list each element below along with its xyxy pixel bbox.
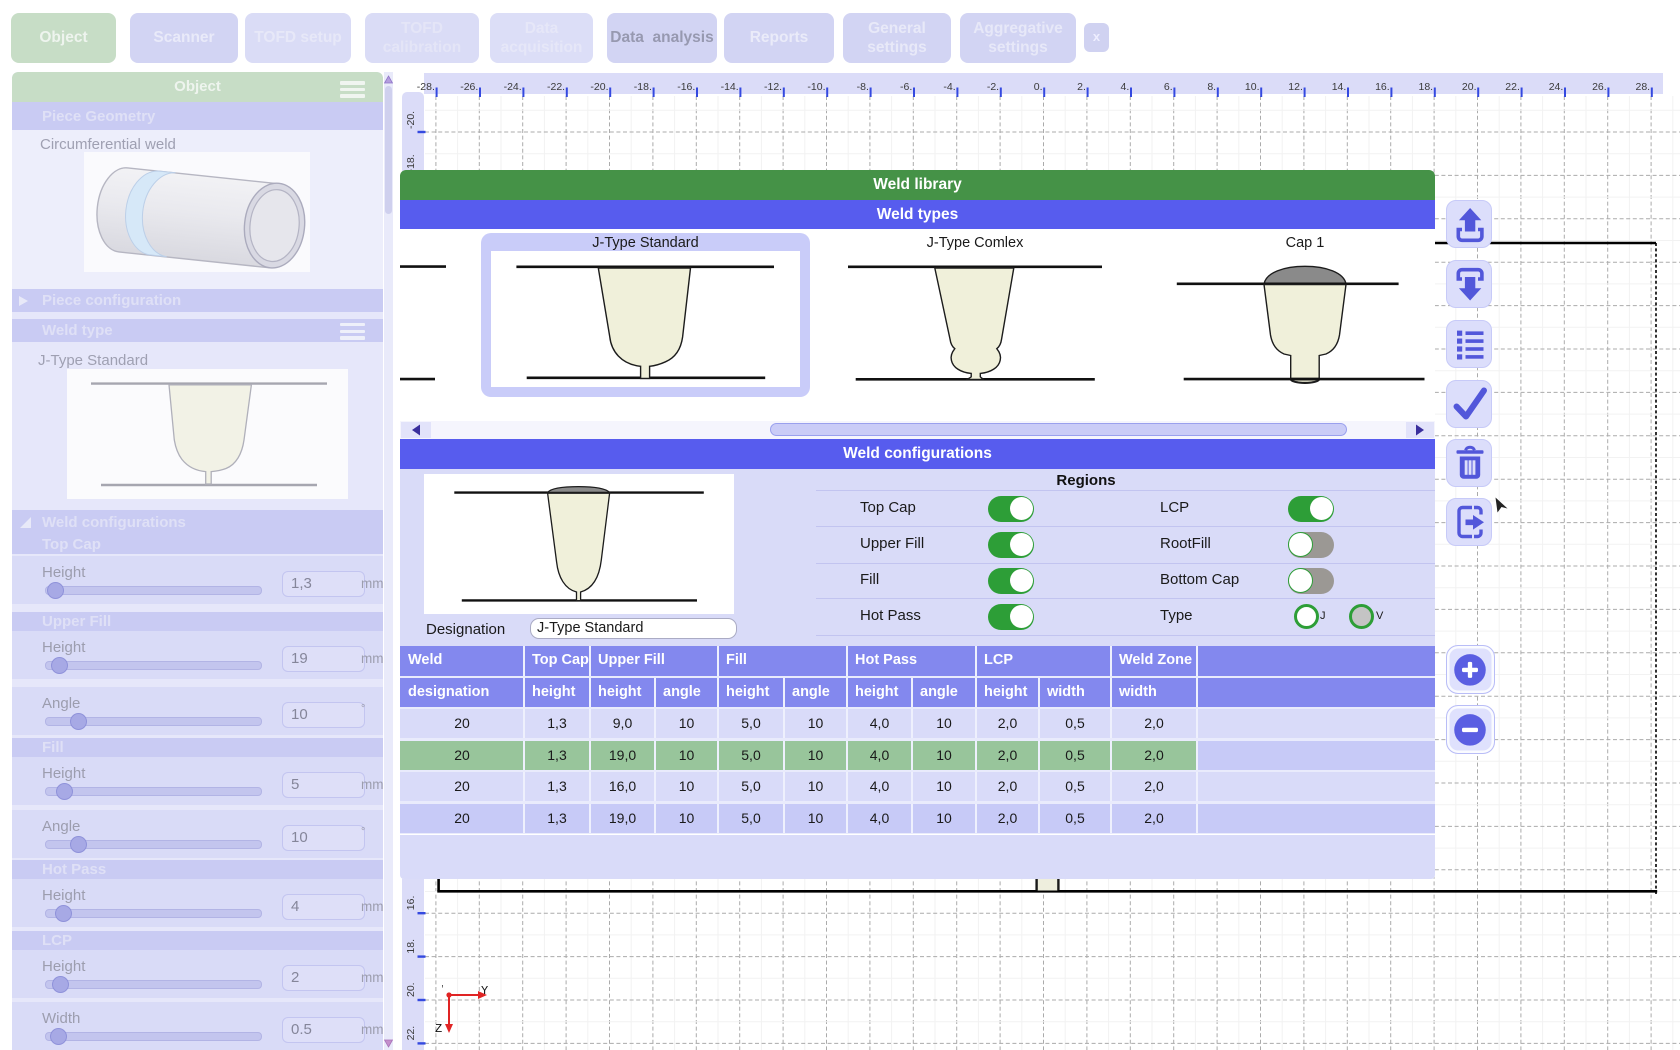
svg-text:-8.: -8. [857,81,869,93]
svg-text:-22.: -22. [547,81,565,93]
svg-text:4.: 4. [1121,81,1130,93]
svg-text:-2.: -2. [987,81,999,93]
svg-text:-18.: -18. [634,81,652,93]
svg-text:-24.: -24. [504,81,522,93]
svg-text:2.: 2. [1077,81,1086,93]
svg-text:28.: 28. [1635,81,1650,93]
svg-text:-12.: -12. [764,81,782,93]
svg-text:': ' [440,985,445,994]
svg-text:-26.: -26. [460,81,478,93]
svg-text:18.: 18. [405,939,417,954]
svg-text:26.: 26. [1592,81,1607,93]
svg-text:22.: 22. [1505,81,1520,93]
svg-text:24.: 24. [1549,81,1564,93]
svg-text:16.: 16. [405,896,417,911]
svg-text:-14.: -14. [721,81,739,93]
svg-text:18.: 18. [1418,81,1433,93]
svg-text:-28.: -28. [417,81,435,93]
svg-text:-18.: -18. [405,154,417,172]
svg-text:Cap 1: Cap 1 [1286,235,1325,251]
svg-text:8.: 8. [1207,81,1216,93]
svg-text:16.: 16. [1375,81,1390,93]
svg-text:6.: 6. [1164,81,1173,93]
svg-text:J-Type Comlex: J-Type Comlex [927,235,1024,251]
svg-text:10.: 10. [1245,81,1260,93]
svg-text:20.: 20. [405,982,417,997]
svg-text:0.: 0. [1034,81,1043,93]
svg-text:Z: Z [435,1022,442,1036]
svg-text:14.: 14. [1332,81,1347,93]
svg-text:Y: Y [481,984,488,998]
svg-text:-6.: -6. [900,81,912,93]
svg-text:-4.: -4. [943,81,955,93]
svg-text:12.: 12. [1288,81,1303,93]
svg-text:20.: 20. [1462,81,1477,93]
svg-text:-20.: -20. [405,111,417,129]
svg-text:22.: 22. [405,1026,417,1041]
svg-text:-20.: -20. [590,81,608,93]
svg-text:-16.: -16. [677,81,695,93]
svg-text:-10.: -10. [807,81,825,93]
svg-text:J-Type Standard: J-Type Standard [592,235,698,251]
